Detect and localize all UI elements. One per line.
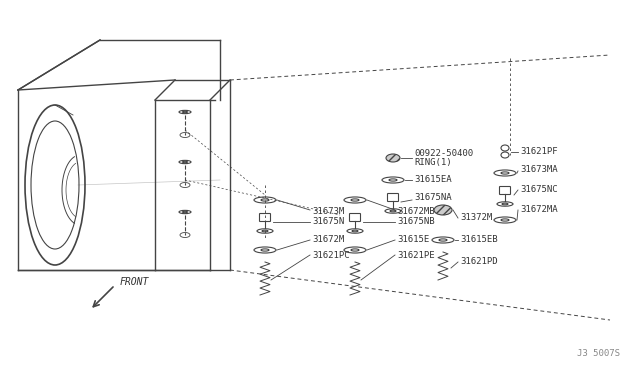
Ellipse shape: [179, 110, 191, 114]
Text: 31672MA: 31672MA: [520, 205, 557, 214]
Ellipse shape: [179, 160, 191, 164]
Ellipse shape: [254, 197, 276, 203]
Ellipse shape: [386, 154, 400, 162]
Text: 31675NB: 31675NB: [397, 218, 435, 227]
Text: 31621PE: 31621PE: [397, 250, 435, 260]
FancyBboxPatch shape: [349, 214, 360, 221]
Ellipse shape: [262, 230, 268, 232]
Text: 31675NC: 31675NC: [520, 185, 557, 193]
Ellipse shape: [494, 217, 516, 223]
Ellipse shape: [179, 210, 191, 214]
Ellipse shape: [257, 229, 273, 233]
Text: 31675N: 31675N: [312, 218, 344, 227]
Text: RING(1): RING(1): [414, 158, 452, 167]
Ellipse shape: [31, 121, 79, 249]
FancyBboxPatch shape: [259, 214, 271, 221]
Ellipse shape: [351, 249, 359, 251]
Text: J3 5007S: J3 5007S: [577, 349, 620, 358]
Ellipse shape: [501, 172, 509, 174]
Ellipse shape: [180, 132, 190, 138]
Ellipse shape: [347, 229, 363, 233]
Ellipse shape: [434, 205, 452, 215]
Ellipse shape: [25, 105, 85, 265]
Ellipse shape: [502, 203, 508, 205]
Ellipse shape: [497, 202, 513, 206]
Ellipse shape: [182, 211, 188, 213]
Ellipse shape: [494, 170, 516, 176]
Text: 31672M: 31672M: [312, 235, 344, 244]
Ellipse shape: [351, 199, 359, 201]
Ellipse shape: [180, 183, 190, 187]
Ellipse shape: [261, 199, 269, 201]
Ellipse shape: [439, 239, 447, 241]
Ellipse shape: [352, 230, 358, 232]
Text: 31672MB: 31672MB: [397, 206, 435, 215]
Text: 31673MA: 31673MA: [520, 166, 557, 174]
Ellipse shape: [501, 152, 509, 158]
Ellipse shape: [344, 197, 366, 203]
Ellipse shape: [344, 247, 366, 253]
Text: 31615EB: 31615EB: [460, 235, 498, 244]
FancyBboxPatch shape: [499, 186, 511, 195]
Text: 31621PD: 31621PD: [460, 257, 498, 266]
Text: 31615E: 31615E: [397, 235, 429, 244]
Text: FRONT: FRONT: [120, 277, 149, 287]
Ellipse shape: [390, 210, 396, 212]
Text: 31621PC: 31621PC: [312, 250, 349, 260]
Text: 31673M: 31673M: [312, 206, 344, 215]
Text: 00922-50400: 00922-50400: [414, 148, 473, 157]
Text: 31615EA: 31615EA: [414, 174, 452, 183]
Ellipse shape: [432, 237, 454, 243]
FancyBboxPatch shape: [387, 193, 399, 202]
Ellipse shape: [385, 209, 401, 213]
Ellipse shape: [182, 111, 188, 113]
Ellipse shape: [389, 179, 397, 181]
Ellipse shape: [382, 177, 404, 183]
Ellipse shape: [182, 161, 188, 163]
Ellipse shape: [261, 249, 269, 251]
Ellipse shape: [501, 219, 509, 221]
Ellipse shape: [180, 232, 190, 237]
Ellipse shape: [501, 145, 509, 151]
Text: 31372M: 31372M: [460, 214, 492, 222]
Ellipse shape: [254, 247, 276, 253]
Text: 31675NA: 31675NA: [414, 193, 452, 202]
Text: 31621PF: 31621PF: [520, 148, 557, 157]
